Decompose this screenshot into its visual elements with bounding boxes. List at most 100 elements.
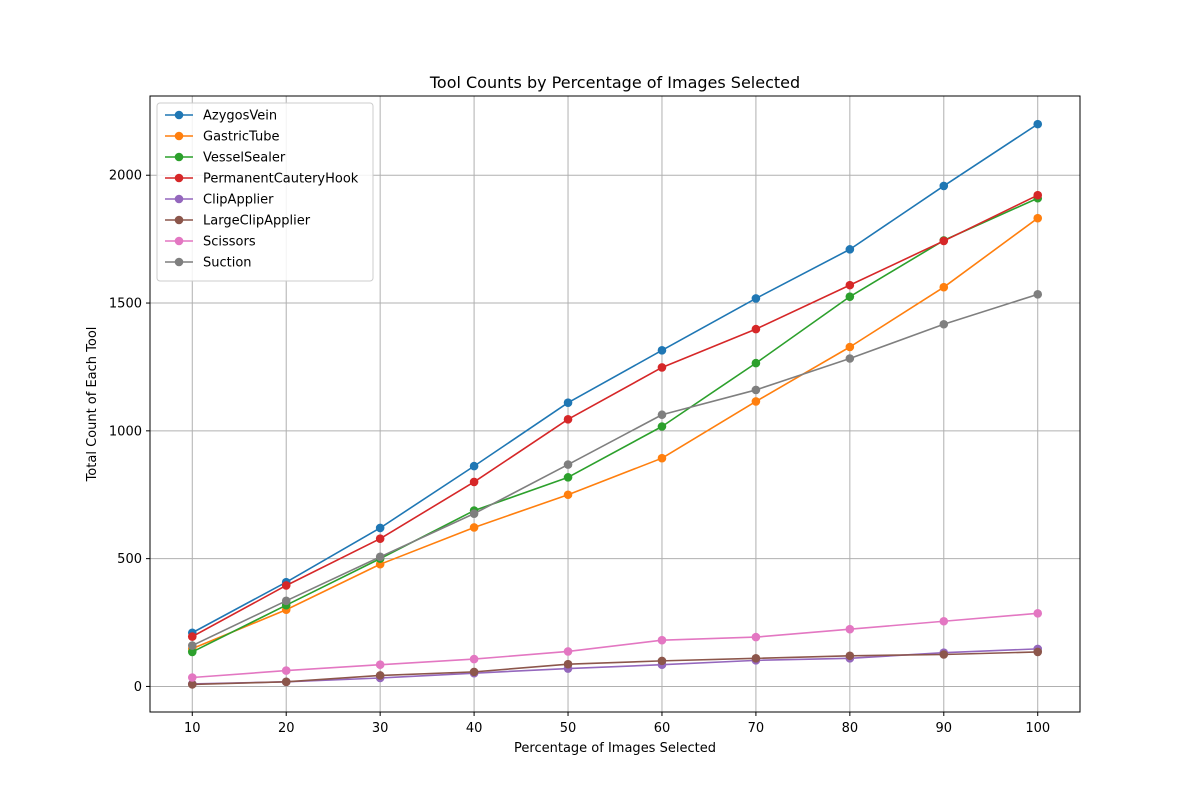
y-axis-label: Total Count of Each Tool	[85, 327, 100, 483]
x-tick-label: 100	[1025, 721, 1050, 736]
data-point	[563, 647, 573, 656]
data-point	[939, 181, 949, 191]
x-axis-label: Percentage of Images Selected	[514, 741, 716, 756]
series-line	[191, 217, 1039, 650]
data-point	[751, 385, 761, 395]
data-point	[751, 397, 761, 406]
data-point	[281, 677, 291, 687]
data-point	[657, 346, 667, 355]
data-point	[469, 477, 479, 487]
data-point	[1033, 190, 1043, 200]
legend-label: Suction	[203, 256, 252, 271]
data-point	[657, 453, 667, 463]
y-tick-label: 0	[134, 680, 142, 695]
data-point	[563, 473, 573, 482]
data-point	[469, 461, 479, 471]
data-point	[469, 667, 479, 677]
legend-marker	[174, 152, 184, 162]
data-point	[845, 245, 855, 254]
data-point	[657, 363, 667, 372]
data-point	[563, 460, 573, 469]
data-point	[751, 324, 761, 334]
legend-marker	[174, 194, 184, 204]
data-point	[469, 523, 479, 532]
data-point	[657, 422, 667, 431]
data-point	[657, 656, 667, 666]
data-point	[939, 282, 949, 292]
legend-item: VesselSealer	[165, 151, 286, 166]
legend-marker	[174, 173, 184, 183]
legend-box	[156, 102, 374, 282]
legend-item: Scissors	[165, 235, 256, 250]
data-point	[187, 673, 197, 682]
x-tick-label: 90	[936, 721, 953, 736]
data-point	[845, 651, 855, 661]
series-line	[191, 197, 1039, 653]
series-suction	[187, 290, 1043, 650]
series-permanentcauteryhook	[187, 190, 1043, 641]
legend-label: ClipApplier	[203, 193, 274, 208]
data-point	[845, 624, 855, 634]
data-point	[939, 236, 949, 246]
legend-label: Scissors	[203, 235, 256, 250]
data-point	[469, 509, 479, 518]
data-point	[187, 647, 197, 657]
data-point	[469, 654, 479, 664]
series-largeclipapplier	[187, 647, 1043, 689]
legend-item: LargeClipApplier	[165, 214, 311, 229]
data-point	[751, 358, 761, 368]
series-group	[187, 119, 1043, 689]
data-point	[751, 654, 761, 663]
data-point	[375, 523, 385, 533]
data-point	[845, 280, 855, 290]
x-tick-label: 30	[372, 721, 389, 736]
data-point	[187, 641, 197, 650]
data-point	[563, 490, 573, 500]
x-tick-label: 20	[278, 721, 295, 736]
data-point	[845, 354, 855, 363]
legend-item: AzygosVein	[165, 109, 277, 124]
legend-label: VesselSealer	[203, 151, 286, 166]
data-point	[939, 650, 949, 659]
data-point	[187, 632, 197, 641]
data-point	[1033, 119, 1043, 129]
x-tick-label: 50	[560, 721, 577, 736]
data-point	[563, 398, 573, 408]
legend-marker	[174, 215, 184, 225]
data-point	[1033, 647, 1043, 657]
series-line	[191, 293, 1038, 647]
data-point	[375, 552, 385, 562]
data-point	[1033, 290, 1043, 299]
data-point	[751, 294, 761, 303]
data-point	[845, 292, 855, 301]
chart-title: Tool Counts by Percentage of Images Sele…	[429, 73, 800, 92]
series-line	[192, 651, 1038, 686]
data-point	[1033, 213, 1043, 223]
data-point	[563, 415, 573, 424]
legend-marker	[174, 131, 184, 141]
data-point	[657, 410, 667, 420]
data-point	[281, 596, 291, 606]
legend-marker	[174, 236, 184, 246]
legend-item: ClipApplier	[165, 193, 274, 208]
x-tick-label: 80	[842, 721, 859, 736]
data-point	[375, 534, 385, 544]
data-point	[845, 342, 855, 352]
x-tick-label: 60	[654, 721, 671, 736]
x-tick-label: 10	[184, 721, 201, 736]
legend-marker	[174, 110, 184, 120]
data-point	[375, 671, 385, 680]
data-point	[751, 632, 761, 642]
data-point	[939, 319, 949, 329]
x-tick-label: 40	[466, 721, 483, 736]
data-point	[563, 659, 573, 669]
data-point	[1033, 609, 1043, 618]
data-point	[375, 660, 385, 670]
data-point	[939, 616, 949, 626]
legend: AzygosVein GastricTube VesselSealer Permane…	[156, 102, 374, 282]
y-tick-label: 2000	[109, 169, 142, 184]
series-line	[191, 123, 1039, 634]
plot-frame	[149, 95, 1081, 713]
